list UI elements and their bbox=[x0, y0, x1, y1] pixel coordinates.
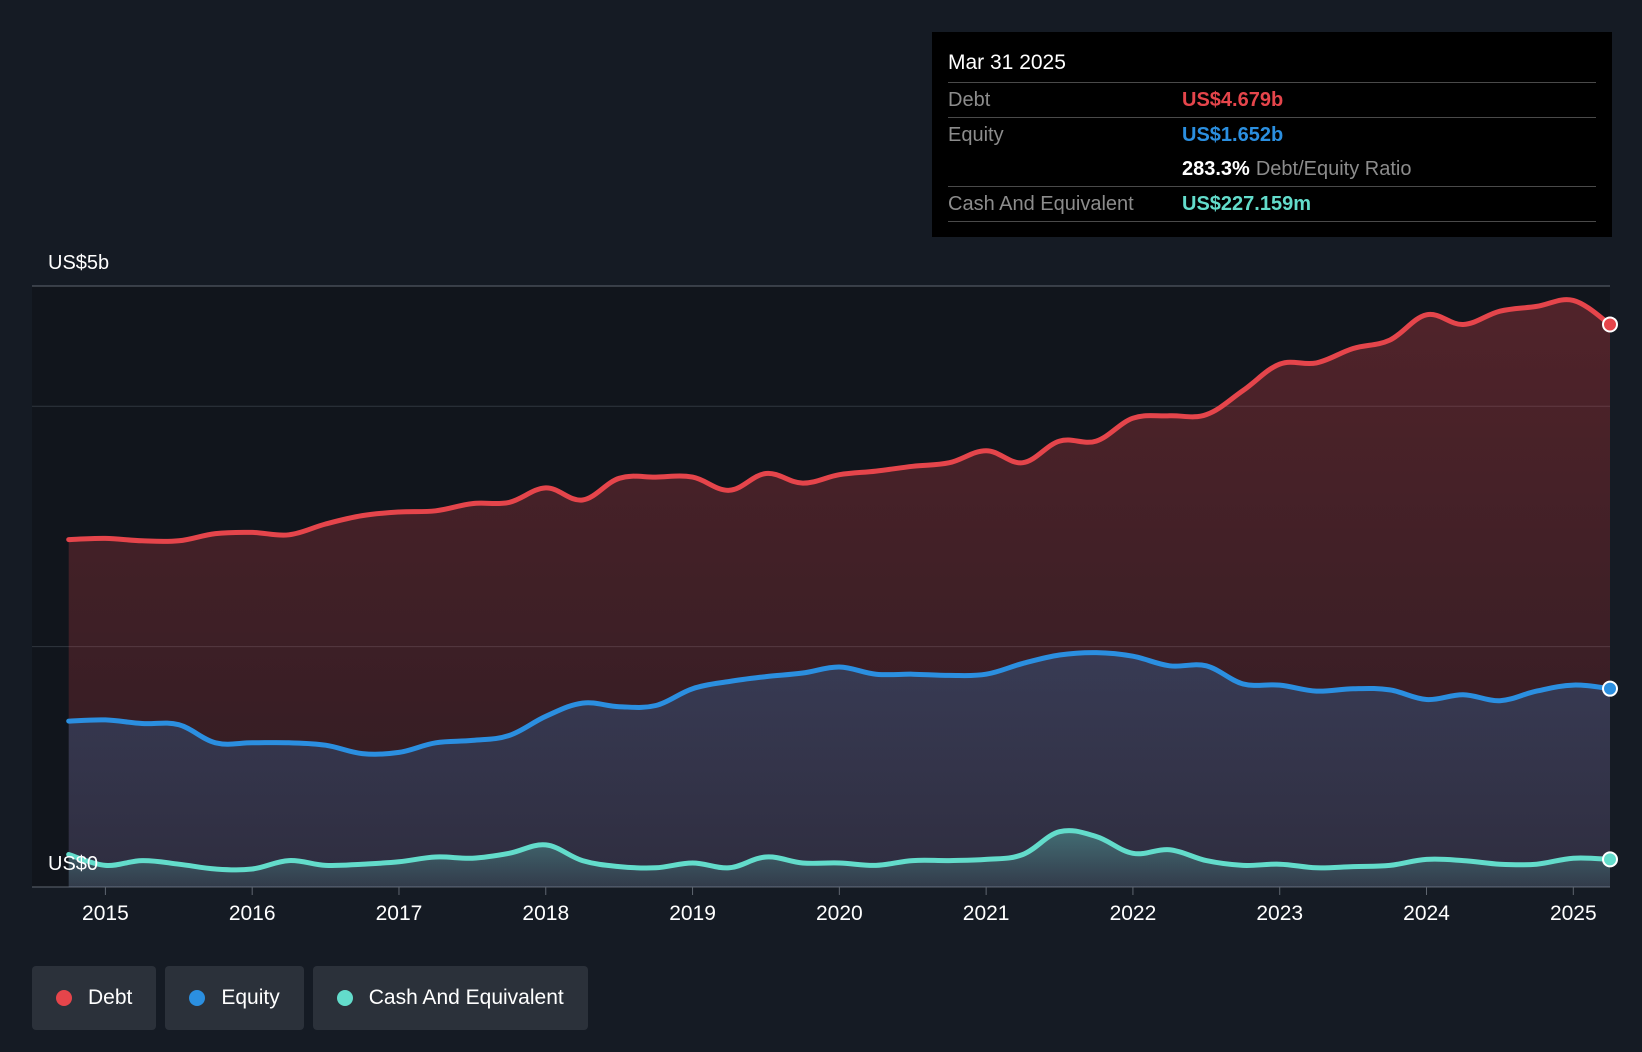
tooltip-date: Mar 31 2025 bbox=[948, 46, 1596, 83]
legend-label-debt: Debt bbox=[88, 986, 133, 1009]
legend-item-equity[interactable]: Equity bbox=[165, 966, 304, 1030]
legend-dot-cash-icon bbox=[336, 990, 353, 1006]
cash-line bbox=[66, 828, 1613, 873]
tooltip-ratio-label: Debt/Equity Ratio bbox=[1255, 158, 1412, 180]
legend-dot-debt-icon bbox=[56, 990, 72, 1006]
legend-label-equity: Equity bbox=[221, 986, 280, 1009]
x-tick-label-2015: 2015 bbox=[82, 902, 129, 925]
x-tick-label-2024: 2024 bbox=[1403, 902, 1450, 925]
x-tick-label-2016: 2016 bbox=[229, 902, 276, 925]
tooltip-ratio-spacer bbox=[948, 152, 1182, 186]
legend-dot-equity-icon bbox=[189, 990, 206, 1006]
tooltip-equity-label: Equity bbox=[948, 124, 1004, 146]
tooltip-equity-value: US$1.652b bbox=[1182, 124, 1284, 146]
x-tick-label-2020: 2020 bbox=[816, 902, 863, 925]
tooltip-debt-row: Debt US$4.679b bbox=[948, 83, 1596, 118]
tooltip-cash-label: Cash And Equivalent bbox=[948, 193, 1134, 215]
cash-area bbox=[68, 830, 1611, 887]
tooltip-ratio-row: 283.3% Debt/Equity Ratio bbox=[948, 152, 1596, 187]
equity-area bbox=[68, 652, 1611, 887]
debt-end-marker bbox=[1602, 316, 1618, 333]
x-tick-label-2023: 2023 bbox=[1256, 902, 1303, 925]
x-tick-label-2019: 2019 bbox=[669, 902, 716, 925]
x-tick-label-2017: 2017 bbox=[376, 902, 423, 925]
legend-item-debt[interactable]: Debt bbox=[32, 966, 157, 1030]
debt-line bbox=[66, 297, 1613, 545]
equity-end-marker bbox=[1602, 680, 1618, 697]
cash-end-marker bbox=[1602, 851, 1618, 868]
tooltip-cash-row: Cash And Equivalent US$227.159m bbox=[948, 187, 1596, 222]
tooltip-panel: Mar 31 2025 Debt US$4.679b Equity US$1.6… bbox=[932, 32, 1612, 237]
tooltip-debt-label: Debt bbox=[948, 89, 991, 111]
tooltip-cash-value: US$227.159m bbox=[1182, 193, 1311, 215]
tooltip-ratio-value: 283.3% bbox=[1182, 158, 1250, 180]
legend-item-cash[interactable]: Cash And Equivalent bbox=[312, 966, 588, 1030]
x-tick-label-2022: 2022 bbox=[1110, 902, 1157, 925]
y-axis-top-label: US$5b bbox=[48, 252, 109, 274]
y-axis-bottom-label: US$0 bbox=[48, 853, 98, 875]
x-tick-label-2018: 2018 bbox=[522, 902, 569, 925]
tooltip-equity-row: Equity US$1.652b bbox=[948, 118, 1596, 152]
equity-line bbox=[66, 650, 1613, 757]
legend: Debt Equity Cash And Equivalent bbox=[32, 966, 588, 1030]
x-tick-label-2025: 2025 bbox=[1550, 902, 1597, 925]
legend-label-cash: Cash And Equivalent bbox=[368, 986, 564, 1009]
x-tick-label-2021: 2021 bbox=[963, 902, 1010, 925]
tooltip-debt-value: US$4.679b bbox=[1182, 89, 1284, 111]
